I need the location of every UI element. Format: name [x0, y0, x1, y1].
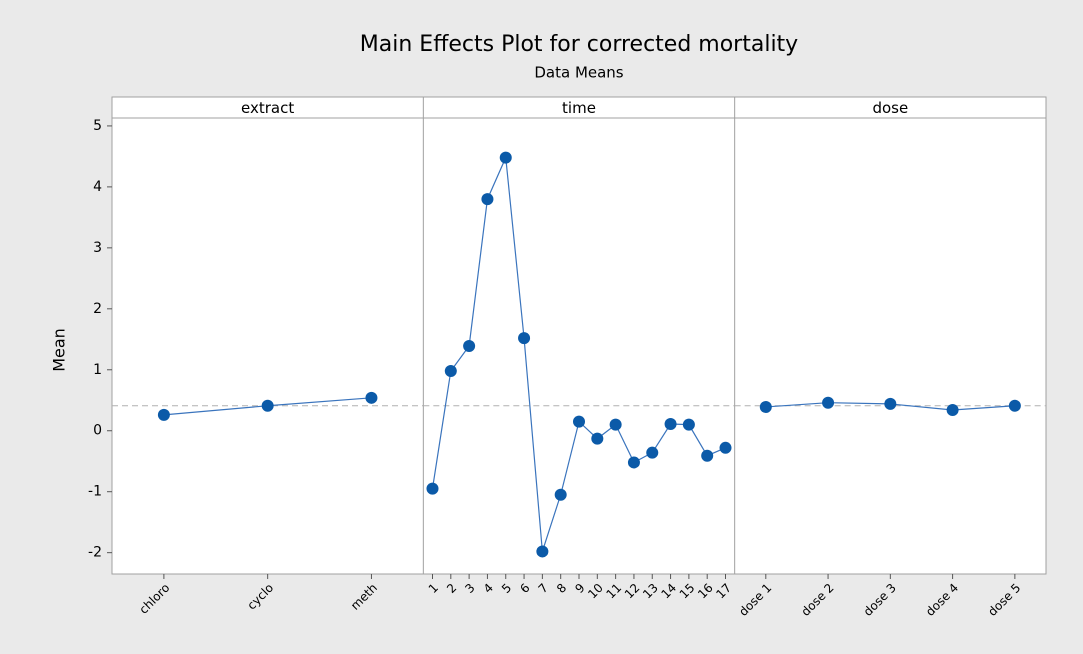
marker: [157, 408, 170, 421]
panel-header: dose: [872, 99, 908, 117]
chart-subtitle: Data Means: [534, 64, 623, 82]
y-tick-label: 4: [93, 179, 102, 195]
panel-header: extract: [241, 99, 294, 117]
marker: [627, 456, 640, 469]
marker: [481, 193, 494, 206]
marker: [719, 441, 732, 454]
marker: [518, 332, 531, 345]
y-tick-label: 5: [93, 118, 102, 134]
panel-header: time: [562, 99, 596, 117]
y-tick-label: -2: [88, 545, 102, 561]
plot-area: [111, 96, 1047, 575]
marker: [463, 340, 476, 352]
marker: [426, 482, 439, 495]
marker: [946, 404, 959, 417]
y-tick-label: 0: [93, 423, 102, 439]
marker: [682, 418, 695, 431]
y-tick-label: 2: [93, 301, 102, 317]
marker: [759, 400, 772, 413]
marker: [884, 397, 897, 410]
marker: [822, 396, 835, 409]
marker: [536, 545, 549, 558]
marker: [609, 418, 622, 431]
y-axis-label: Mean: [50, 328, 69, 372]
marker: [261, 399, 274, 412]
marker: [573, 415, 585, 428]
marker: [591, 432, 604, 445]
marker: [701, 449, 714, 462]
marker: [444, 364, 457, 377]
y-tick-label: 3: [93, 240, 102, 256]
marker: [365, 391, 378, 404]
y-tick-label: 1: [93, 362, 102, 378]
chart-title: Main Effects Plot for corrected mortalit…: [360, 32, 798, 57]
marker: [664, 418, 677, 431]
marker: [554, 488, 567, 501]
marker: [499, 151, 512, 164]
y-tick-label: -1: [88, 484, 102, 500]
marker: [1008, 399, 1021, 412]
marker: [646, 446, 659, 459]
